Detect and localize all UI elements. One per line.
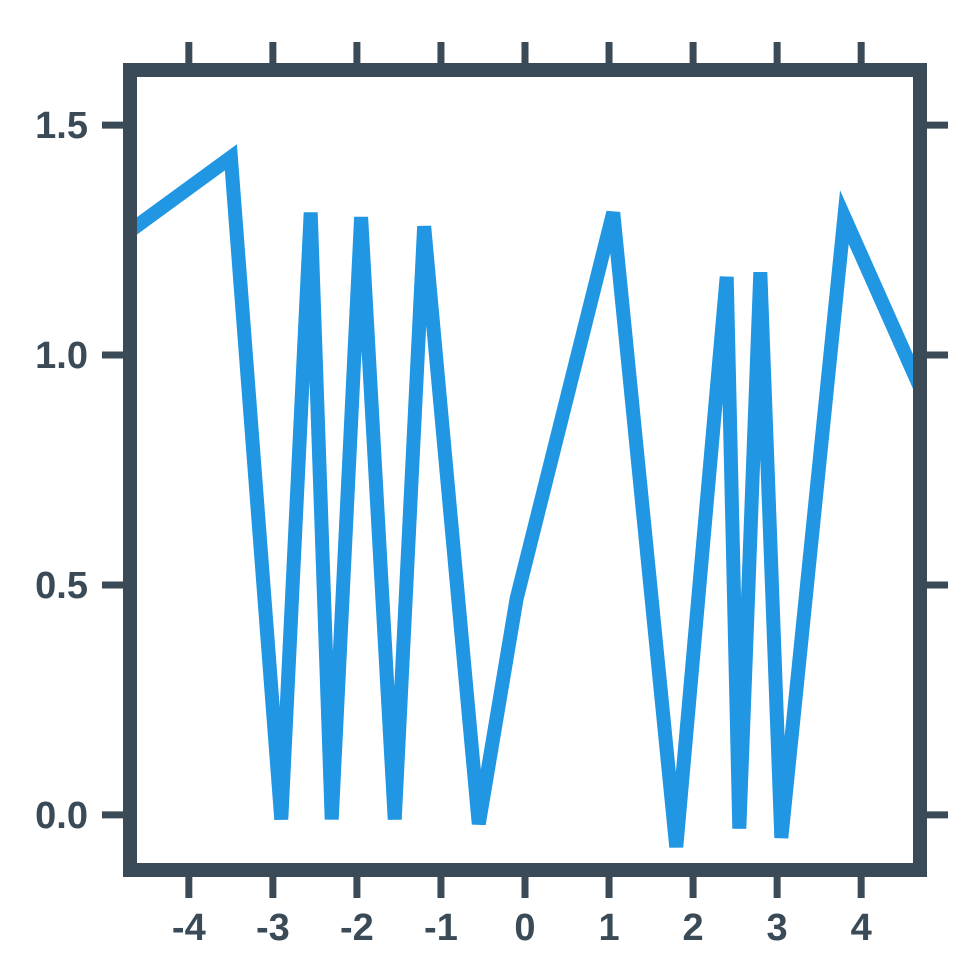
x-tick-label: -2 bbox=[340, 907, 374, 949]
y-tick-label: 0.0 bbox=[35, 795, 88, 837]
y-tick-label: 1.5 bbox=[35, 105, 88, 147]
y-tick-label: 1.0 bbox=[35, 335, 88, 377]
chart-svg: -4 -3 -2 -1 0 1 2 3 4 0.0 0.5 1.0 1.5 bbox=[0, 0, 980, 980]
x-tick-label: -3 bbox=[256, 907, 290, 949]
x-tick-label: 1 bbox=[598, 907, 619, 949]
line-chart: -4 -3 -2 -1 0 1 2 3 4 0.0 0.5 1.0 1.5 bbox=[0, 0, 980, 980]
x-tick-label: 0 bbox=[514, 907, 535, 949]
x-tick-label: 4 bbox=[851, 907, 872, 949]
x-tick-label: 3 bbox=[767, 907, 788, 949]
x-tick-label: -4 bbox=[172, 907, 206, 949]
y-tick-label: 0.5 bbox=[35, 565, 88, 607]
x-tick-label: -1 bbox=[424, 907, 458, 949]
x-tick-label: 2 bbox=[683, 907, 704, 949]
